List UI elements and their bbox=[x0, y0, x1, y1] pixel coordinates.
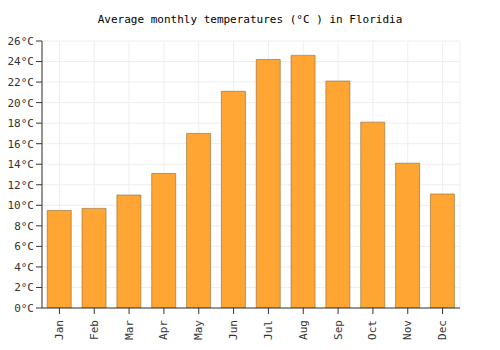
svg-text:18°C: 18°C bbox=[8, 117, 34, 130]
svg-text:Jul: Jul bbox=[262, 320, 275, 340]
svg-text:22°C: 22°C bbox=[8, 76, 34, 89]
svg-text:Dec: Dec bbox=[436, 320, 449, 340]
svg-text:26°C: 26°C bbox=[8, 35, 34, 48]
svg-text:6°C: 6°C bbox=[14, 240, 34, 253]
svg-text:Jun: Jun bbox=[227, 320, 240, 340]
svg-text:24°C: 24°C bbox=[8, 55, 34, 68]
svg-text:May: May bbox=[192, 320, 205, 340]
svg-text:8°C: 8°C bbox=[14, 220, 34, 233]
svg-text:Jan: Jan bbox=[53, 320, 66, 340]
svg-text:Oct: Oct bbox=[366, 320, 379, 340]
svg-text:4°C: 4°C bbox=[14, 261, 34, 274]
svg-text:Nov: Nov bbox=[401, 320, 414, 340]
svg-text:2°C: 2°C bbox=[14, 281, 34, 294]
svg-text:Apr: Apr bbox=[157, 320, 170, 340]
svg-text:14°C: 14°C bbox=[8, 158, 34, 171]
svg-text:Aug: Aug bbox=[297, 320, 310, 340]
svg-text:16°C: 16°C bbox=[8, 138, 34, 151]
svg-text:Feb: Feb bbox=[88, 320, 101, 340]
svg-text:Sep: Sep bbox=[332, 320, 345, 340]
svg-text:Mar: Mar bbox=[123, 320, 136, 340]
svg-text:10°C: 10°C bbox=[8, 199, 34, 212]
svg-text:20°C: 20°C bbox=[8, 97, 34, 110]
svg-text:0°C: 0°C bbox=[14, 302, 34, 315]
svg-text:12°C: 12°C bbox=[8, 179, 34, 192]
html-text:Average monthly temperatures (: Average monthly temperatures (°C ) in Fl… bbox=[97, 13, 403, 26]
